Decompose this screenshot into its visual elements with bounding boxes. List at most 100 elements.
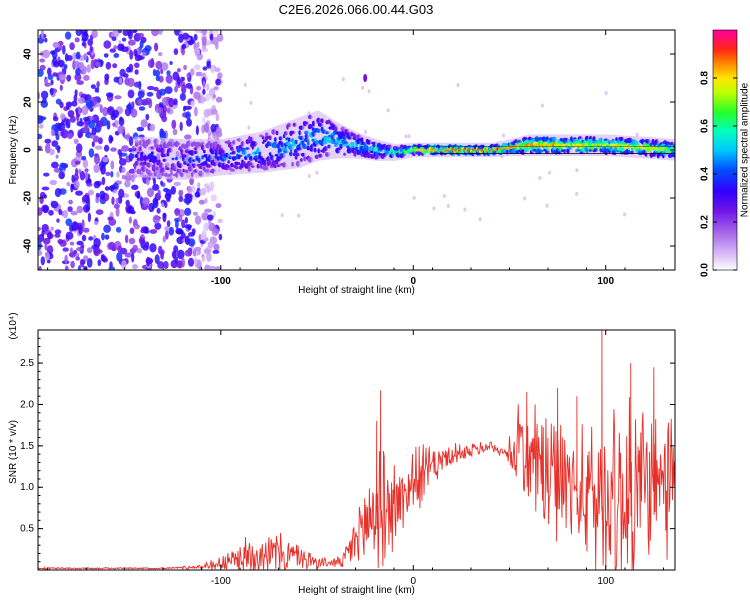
heatmap-noise-cell — [108, 266, 115, 270]
heatmap-noise-cell — [147, 85, 155, 91]
heatmap-noise-cell — [67, 132, 73, 140]
heatmap-noise-cell — [432, 206, 436, 211]
heatmap-noise-cell — [82, 227, 90, 233]
heatmap-noise-cell — [157, 261, 165, 269]
heatmap-ridge-halo — [232, 136, 236, 175]
heatmap-noise-cell — [154, 222, 162, 230]
colorbar-swatch — [713, 198, 737, 201]
heatmap-ridge-core — [631, 145, 634, 149]
heatmap-noise-cell — [138, 106, 146, 111]
top-xtick-label: 100 — [597, 276, 614, 287]
heatmap-noise-cell — [71, 221, 79, 232]
heatmap-noise-cell — [185, 111, 191, 120]
heatmap-ridge-halo — [329, 118, 333, 160]
colorbar-swatch — [713, 112, 737, 115]
heatmap-noise-cell — [142, 197, 150, 206]
heatmap-ridge-core — [418, 148, 421, 152]
heatmap-noise-cell — [58, 59, 65, 68]
heatmap-ridge-core — [475, 148, 478, 152]
heatmap-noise-cell — [341, 77, 345, 82]
heatmap-noise-cell — [46, 143, 51, 148]
heatmap-noise-cell — [575, 168, 579, 173]
heatmap-ridge-core — [420, 148, 422, 152]
heatmap-noise-cell — [160, 62, 169, 71]
heatmap-noise-cell — [65, 231, 74, 240]
bottom-xtick-label: 100 — [597, 576, 614, 587]
colorbar-swatch — [713, 78, 737, 81]
heatmap-noise-cell — [545, 203, 549, 208]
colorbar-swatch — [713, 82, 737, 85]
heatmap-noise-cell — [114, 119, 119, 129]
heatmap-noise-cell — [59, 162, 66, 173]
heatmap-noise-cell — [99, 104, 103, 113]
heatmap-ridge-cell — [237, 162, 241, 166]
heatmap-noise-cell — [73, 173, 79, 182]
heatmap-noise-cell — [124, 252, 133, 258]
heatmap-noise-cell — [40, 30, 44, 39]
heatmap-noise-cell — [105, 92, 114, 98]
heatmap-noise-cell — [41, 204, 50, 213]
heatmap-noise-cell — [114, 95, 122, 100]
colorbar-swatch — [713, 114, 737, 117]
heatmap-noise-cell — [195, 48, 201, 58]
heatmap-noise-cell — [194, 215, 202, 225]
heatmap-noise-cell — [123, 134, 131, 140]
colorbar-swatch — [713, 30, 737, 33]
heatmap-noise-cell — [50, 129, 56, 137]
heatmap-noise-cell — [76, 80, 84, 85]
heatmap-noise-cell — [58, 171, 65, 180]
colorbar-swatch — [713, 84, 737, 87]
heatmap-noise-cell — [217, 218, 223, 224]
colorbar-tick-label: 0.6 — [700, 119, 711, 133]
colorbar-frame — [712, 29, 738, 271]
colorbar-swatch — [713, 54, 737, 57]
heatmap-ridge-core — [556, 143, 559, 147]
heatmap-noise-cell — [140, 119, 148, 128]
heatmap-noise-cell — [125, 171, 132, 181]
heatmap-ridge-cell — [225, 152, 229, 158]
heatmap-noise-cell — [144, 45, 152, 52]
heatmap-noise-cell — [183, 64, 188, 71]
heatmap-noise-cell — [65, 118, 71, 127]
heatmap-noise-cell — [73, 180, 80, 189]
heatmap-ridge-core — [504, 146, 507, 150]
heatmap-ridge-halo — [260, 131, 263, 173]
heatmap-noise-cell — [141, 51, 146, 58]
heatmap-noise-cell — [87, 38, 94, 46]
heatmap-noise-cell — [117, 149, 123, 156]
heatmap-ridge-halo — [200, 139, 203, 178]
heatmap-noise-cell — [404, 134, 408, 139]
heatmap-noise-cell — [65, 104, 70, 111]
heatmap-noise-cell — [84, 31, 88, 38]
heatmap-noise-cell — [176, 249, 185, 260]
heatmap-noise-cell — [202, 80, 206, 90]
colorbar-swatch — [713, 162, 737, 165]
heatmap-noise-cell — [136, 190, 141, 198]
heatmap-noise-cell — [386, 108, 390, 113]
heatmap-noise-cell — [97, 120, 104, 128]
heatmap-noise-cell — [201, 36, 207, 46]
heatmap-ridge-halo — [163, 138, 166, 179]
colorbar-swatch — [713, 94, 737, 97]
colorbar-swatch — [713, 154, 737, 157]
heatmap-noise-cell — [184, 193, 193, 200]
heatmap-noise-cell — [126, 104, 132, 109]
colorbar-swatch — [713, 222, 737, 225]
heatmap-ridge-core — [610, 144, 613, 147]
heatmap-ridge-halo — [246, 134, 249, 174]
heatmap-noise-cell — [215, 96, 223, 103]
heatmap-noise-cell — [201, 30, 208, 36]
heatmap-noise-cell — [209, 33, 214, 41]
heatmap-noise-cell — [115, 197, 119, 204]
heatmap-noise-cell — [103, 40, 112, 49]
heatmap-noise-cell — [194, 246, 202, 251]
heatmap-noise-cell — [117, 196, 123, 204]
colorbar-swatch — [713, 172, 737, 175]
heatmap-noise-cell — [215, 78, 221, 86]
heatmap-noise-cell — [128, 136, 134, 147]
heatmap-noise-cell — [38, 68, 44, 77]
heatmap-noise-cell — [195, 125, 199, 136]
heatmap-noise-cell — [71, 100, 78, 107]
heatmap-noise-cell — [145, 178, 150, 186]
